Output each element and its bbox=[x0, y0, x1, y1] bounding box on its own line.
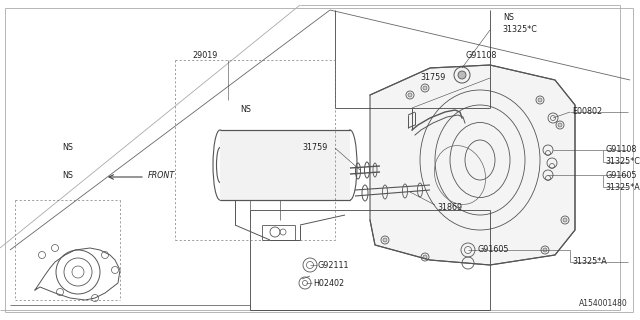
Text: A154001480: A154001480 bbox=[579, 299, 628, 308]
Text: NS: NS bbox=[62, 142, 73, 151]
Text: 31325*C: 31325*C bbox=[605, 157, 640, 166]
Circle shape bbox=[423, 255, 427, 259]
Text: 31759: 31759 bbox=[302, 143, 328, 153]
Text: G92111: G92111 bbox=[318, 260, 349, 269]
Text: G91108: G91108 bbox=[605, 146, 636, 155]
Circle shape bbox=[543, 248, 547, 252]
Text: 31325*A: 31325*A bbox=[572, 258, 607, 267]
Text: 31325*A: 31325*A bbox=[605, 182, 640, 191]
Text: G91108: G91108 bbox=[466, 51, 497, 60]
Text: FRONT: FRONT bbox=[148, 171, 175, 180]
Text: G91605: G91605 bbox=[605, 171, 637, 180]
Text: 31325*C: 31325*C bbox=[502, 26, 537, 35]
Circle shape bbox=[408, 93, 412, 97]
Polygon shape bbox=[370, 65, 575, 265]
Bar bbox=[220, 130, 350, 200]
Circle shape bbox=[563, 218, 567, 222]
Circle shape bbox=[538, 98, 542, 102]
Circle shape bbox=[558, 123, 562, 127]
Text: NS: NS bbox=[62, 171, 73, 180]
Text: 29019: 29019 bbox=[192, 51, 218, 60]
Text: G91605: G91605 bbox=[478, 245, 509, 254]
Text: 31869: 31869 bbox=[437, 204, 462, 212]
Text: 31759: 31759 bbox=[420, 74, 445, 83]
Circle shape bbox=[423, 86, 427, 90]
Text: H02402: H02402 bbox=[313, 278, 344, 287]
Text: NS: NS bbox=[503, 13, 514, 22]
Circle shape bbox=[383, 238, 387, 242]
Circle shape bbox=[458, 71, 466, 79]
Text: E00802: E00802 bbox=[572, 108, 602, 116]
Text: NS: NS bbox=[240, 106, 251, 115]
